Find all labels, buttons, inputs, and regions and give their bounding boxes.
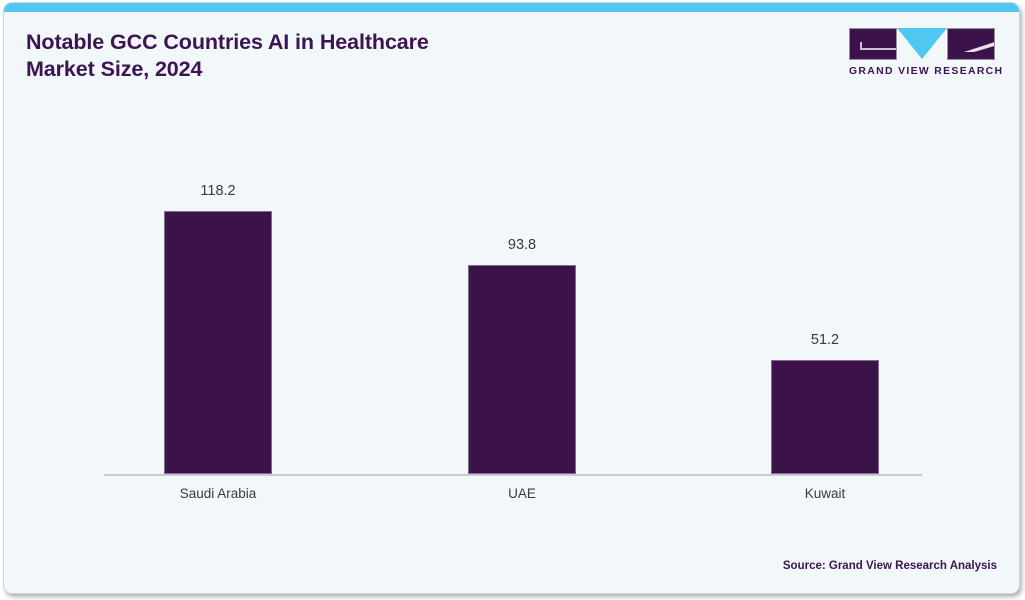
logo-right-block-icon (947, 28, 995, 60)
accent-bar (4, 3, 1019, 12)
logo-triangle-icon (897, 28, 947, 59)
logo-left-line-vertical (860, 42, 862, 50)
x-axis-tick-label: Kuwait (804, 486, 846, 501)
logo-left-line-horizontal (860, 48, 896, 50)
bar-saudi-arabia[interactable] (164, 211, 272, 474)
logo-left-block-icon (849, 28, 897, 60)
x-axis-line (104, 474, 922, 476)
logo-wordmark: GRAND VIEW RESEARCH (849, 66, 1004, 77)
bar-value-label: 93.8 (507, 237, 537, 253)
bar-value-label: 118.2 (200, 183, 236, 199)
brand-logo: GRAND VIEW RESEARCH (849, 28, 1004, 77)
plot-area: 118.2 Saudi Arabia 93.8 UAE 51.2 Kuwait (4, 3, 1019, 593)
bar-value-label: 51.2 (810, 332, 840, 348)
bar-uae[interactable] (468, 265, 576, 474)
x-axis-tick-label: Saudi Arabia (179, 486, 257, 501)
logo-marks (849, 28, 995, 61)
chart-card: Notable GCC Countries AI in Healthcare M… (3, 2, 1020, 594)
bar-kuwait[interactable] (771, 360, 879, 474)
x-axis-tick-label: UAE (508, 486, 536, 501)
source-note: Source: Grand View Research Analysis (782, 560, 997, 572)
page-title: Notable GCC Countries AI in Healthcare M… (26, 30, 429, 81)
